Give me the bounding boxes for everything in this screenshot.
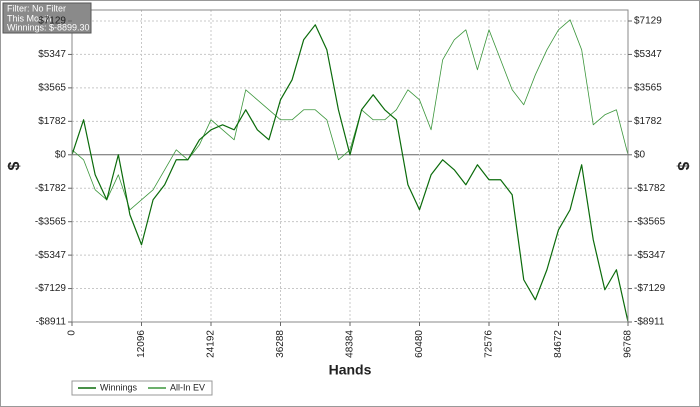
info-text: This Month	[7, 13, 52, 23]
y2-tick-label: -$1782	[634, 183, 666, 194]
y-tick-label: -$8911	[36, 317, 67, 328]
y2-tick-label: $3565	[634, 83, 662, 94]
y-axis-label: $	[6, 161, 23, 170]
y-tick-label: $0	[55, 149, 67, 160]
legend-label: All-In EV	[170, 382, 205, 392]
legend	[71, 380, 213, 396]
y2-tick-label: $5347	[634, 49, 662, 60]
x-tick-label: 84672	[553, 330, 564, 358]
y2-tick-label: -$5347	[634, 250, 666, 261]
y-tick-label: $5347	[38, 49, 66, 60]
x-tick-label: 60480	[414, 330, 425, 358]
x-tick-label: 72576	[484, 330, 495, 358]
x-tick-label: 96768	[623, 330, 634, 358]
x-tick-label: 48384	[345, 330, 356, 358]
info-text: Filter: No Filter	[7, 3, 66, 13]
x-tick-label: 0	[67, 330, 78, 336]
y-tick-label: -$1782	[35, 183, 67, 194]
x-axis-label: Hands	[329, 362, 372, 378]
legend-label: Winnings	[100, 382, 138, 392]
y-tick-label: $1782	[38, 116, 66, 127]
info-box	[2, 2, 92, 34]
x-tick-label: 12096	[136, 330, 147, 358]
x-tick-label: 36288	[275, 330, 286, 358]
y2-tick-label: $1782	[634, 116, 662, 127]
series-line	[71, 24, 629, 322]
y-tick-label: -$7129	[35, 283, 67, 294]
y-tick-label: -$5347	[35, 250, 67, 261]
y-tick-label: $3565	[38, 83, 66, 94]
y-tick-label: $7129	[38, 16, 66, 27]
y2-tick-label: -$8911	[634, 317, 665, 328]
y2-tick-label: $0	[634, 149, 646, 160]
y-tick-label: -$3565	[35, 216, 67, 227]
series-line	[71, 19, 629, 211]
y2-tick-label: $7129	[634, 16, 662, 27]
y2-tick-label: -$3565	[634, 216, 666, 227]
y2-axis-label: $	[674, 162, 691, 171]
x-tick-label: 24192	[206, 330, 217, 358]
y2-tick-label: -$7129	[634, 283, 666, 294]
info-text: Winnings: $-8899.30	[7, 22, 90, 32]
